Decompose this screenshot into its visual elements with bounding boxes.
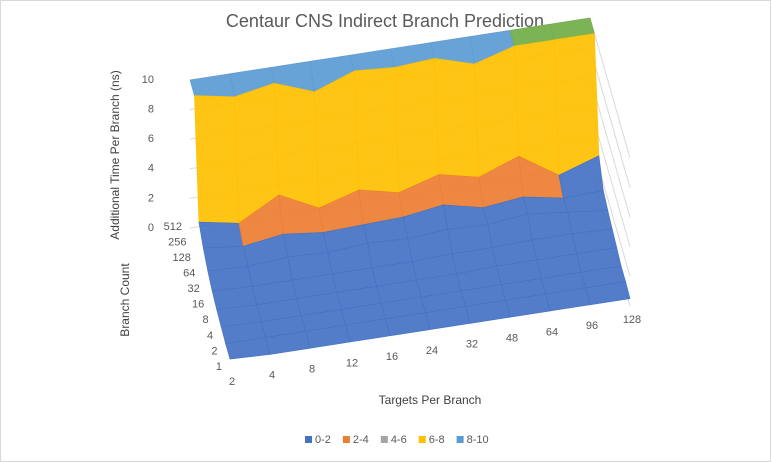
x-tick-label: 48 bbox=[506, 333, 518, 345]
y-tick-label: 128 bbox=[173, 252, 191, 264]
legend-swatch bbox=[456, 436, 464, 443]
surface bbox=[189, 17, 631, 360]
x-tick-label: 4 bbox=[269, 370, 275, 382]
y-tick-label: 8 bbox=[203, 314, 209, 326]
legend-label: 2-4 bbox=[353, 434, 369, 446]
surface-cell bbox=[198, 221, 244, 249]
y-tick-label: 4 bbox=[207, 330, 213, 342]
legend-label: 0-2 bbox=[315, 434, 331, 446]
z-tick-label: 10 bbox=[142, 74, 154, 86]
surface-cell bbox=[514, 39, 560, 176]
x-tick-label: 8 bbox=[309, 364, 315, 376]
x-axis-title: Targets Per Branch bbox=[379, 393, 482, 407]
y-tick-label: 2 bbox=[211, 345, 217, 357]
x-tick-label: 2 bbox=[229, 376, 235, 388]
surface-cell bbox=[314, 70, 360, 209]
x-tick-label: 16 bbox=[386, 351, 398, 363]
legend-swatch bbox=[418, 436, 426, 443]
legend-swatch bbox=[342, 436, 350, 443]
x-tick-label: 64 bbox=[546, 326, 558, 338]
y-tick-label: 256 bbox=[168, 236, 186, 248]
y-tick-label: 512 bbox=[164, 221, 182, 233]
y-tick-label: 1 bbox=[216, 361, 222, 373]
z-tick-label: 0 bbox=[148, 222, 154, 234]
legend-swatch bbox=[305, 436, 312, 443]
y-tick-label: 64 bbox=[183, 268, 195, 280]
legend-label: 6-8 bbox=[429, 434, 445, 446]
surface-cell bbox=[554, 33, 600, 176]
x-tick-label: 12 bbox=[346, 357, 358, 369]
z-tick-label: 8 bbox=[148, 104, 154, 116]
z-axis-title: Additional Time Per Branch (ns) bbox=[108, 70, 122, 239]
legend: 0-2 2-4 4-6 6-8 8-10 bbox=[305, 434, 489, 446]
z-tick-label: 2 bbox=[148, 192, 154, 204]
legend-label: 8-10 bbox=[467, 434, 489, 446]
x-tick-label: 24 bbox=[426, 345, 438, 357]
surface-cell bbox=[394, 58, 440, 194]
surface-cell bbox=[354, 67, 400, 193]
y-tick-label: 32 bbox=[188, 283, 200, 295]
legend-label: 4-6 bbox=[391, 434, 407, 446]
surface-cell bbox=[434, 58, 480, 178]
surface-cell bbox=[474, 45, 520, 178]
axis-labels: 0246810248121624324864961281248163264128… bbox=[142, 74, 641, 388]
surface-cell bbox=[194, 95, 240, 224]
x-tick-label: 32 bbox=[466, 339, 478, 351]
chart-title: Centaur CNS Indirect Branch Prediction bbox=[226, 11, 544, 31]
legend-swatch bbox=[380, 436, 388, 443]
z-tick-label: 4 bbox=[148, 163, 154, 175]
surface-cell bbox=[522, 196, 569, 215]
z-tick-label: 6 bbox=[148, 133, 154, 145]
x-tick-label: 128 bbox=[623, 314, 641, 326]
surface-cell bbox=[438, 174, 484, 208]
y-tick-label: 16 bbox=[192, 299, 204, 311]
surface-cell bbox=[274, 82, 320, 209]
x-tick-label: 96 bbox=[586, 320, 598, 332]
y-axis-title: Branch Count bbox=[118, 263, 132, 337]
surface-cell bbox=[585, 281, 631, 306]
